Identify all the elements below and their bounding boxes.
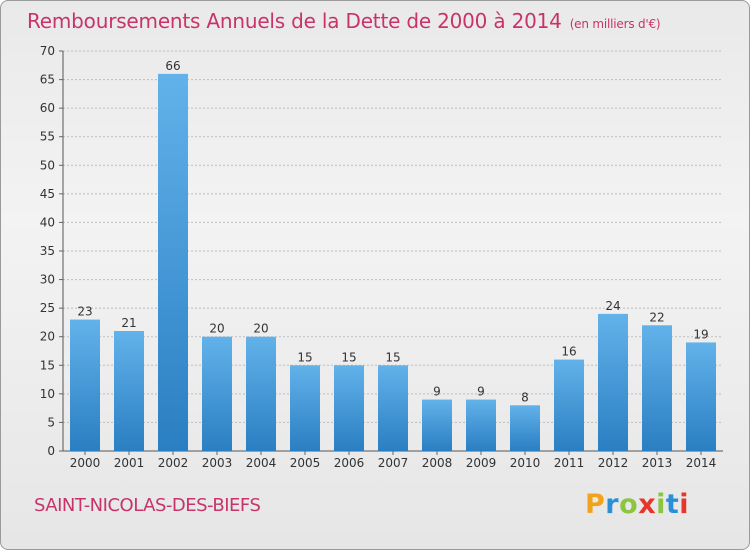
y-tick-label: 10 <box>40 387 55 401</box>
bar <box>158 73 188 451</box>
logo-letter: i <box>656 489 666 520</box>
bar-value-label: 23 <box>77 305 92 319</box>
x-tick-label: 2009 <box>466 456 497 470</box>
commune-name: SAINT-NICOLAS-DES-BIEFS <box>34 495 261 516</box>
x-tick-label: 2000 <box>70 456 101 470</box>
x-tick-label: 2006 <box>334 456 365 470</box>
axes: 0 5 10 15 20 25 30 35 40 45 50 55 60 65 70 <box>40 44 723 458</box>
bar <box>554 359 584 451</box>
logo-letter: r <box>605 489 620 520</box>
logo-letter: x <box>638 489 657 520</box>
y-tick-label: 40 <box>40 215 55 229</box>
y-tick-label: 60 <box>40 101 55 115</box>
bar-value-label: 20 <box>209 322 224 336</box>
x-tick-label: 2002 <box>158 456 189 470</box>
x-tick-label: 2005 <box>290 456 321 470</box>
logo-letter: P <box>585 489 606 520</box>
y-tick-label: 5 <box>47 415 55 429</box>
bar-value-label: 22 <box>649 310 664 324</box>
x-tick-label: 2012 <box>598 456 629 470</box>
bar <box>378 365 408 451</box>
y-tick-label: 35 <box>40 244 55 258</box>
logo-letter: o <box>619 489 639 520</box>
bar <box>642 325 672 451</box>
y-tick-label: 55 <box>40 130 55 144</box>
x-tick-label: 2014 <box>686 456 717 470</box>
bar-value-label: 15 <box>341 350 356 364</box>
x-tick-label: 2011 <box>554 456 585 470</box>
y-tick-label: 50 <box>40 158 55 172</box>
bar-value-label: 9 <box>433 385 441 399</box>
y-tick-label: 25 <box>40 301 55 315</box>
bars <box>70 73 716 451</box>
y-tick-label: 45 <box>40 187 55 201</box>
bar <box>598 313 628 451</box>
bar <box>422 399 452 451</box>
bar <box>510 405 540 451</box>
x-tick-label: 2008 <box>422 456 453 470</box>
logo-letter: i <box>679 489 690 520</box>
x-tick-label: 2010 <box>510 456 541 470</box>
bar-value-label: 20 <box>253 322 268 336</box>
bar-value-label: 24 <box>605 299 620 313</box>
y-tick-label: 15 <box>40 358 55 372</box>
logo-letter: t <box>665 489 680 520</box>
bar-value-label: 19 <box>693 327 708 341</box>
y-tick-label: 70 <box>40 44 55 58</box>
labels: 23 2000 21 2001 66 2002 20 2003 20 2004 15 2005 15 20… <box>70 59 717 470</box>
y-tick-label: 65 <box>40 73 55 87</box>
x-tick-label: 2004 <box>246 456 277 470</box>
x-tick-label: 2013 <box>642 456 673 470</box>
bar <box>334 365 364 451</box>
y-tick-label: 20 <box>40 330 55 344</box>
bar-value-label: 15 <box>297 350 312 364</box>
bar <box>246 336 276 451</box>
chart-title-text: Remboursements Annuels de la Dette de 20… <box>27 9 562 33</box>
bar-value-label: 8 <box>521 390 529 404</box>
bar <box>686 342 716 451</box>
x-tick-label: 2003 <box>202 456 233 470</box>
y-tick-label: 0 <box>47 444 55 458</box>
x-tick-label: 2001 <box>114 456 145 470</box>
bar <box>70 319 100 451</box>
bar-value-label: 16 <box>561 345 576 359</box>
bar <box>466 399 496 451</box>
bar <box>202 336 232 451</box>
y-tick-label: 30 <box>40 273 55 287</box>
bar <box>290 365 320 451</box>
bar-value-label: 66 <box>165 59 180 73</box>
proxiti-logo: Proxiti <box>585 489 689 520</box>
chart-unit: (en milliers d'€) <box>569 17 661 31</box>
x-tick-label: 2007 <box>378 456 409 470</box>
bar-value-label: 21 <box>121 316 136 330</box>
chart-title: Remboursements Annuels de la Dette de 20… <box>27 9 661 33</box>
bar <box>114 331 144 451</box>
bar-value-label: 15 <box>385 350 400 364</box>
bar-value-label: 9 <box>477 385 485 399</box>
